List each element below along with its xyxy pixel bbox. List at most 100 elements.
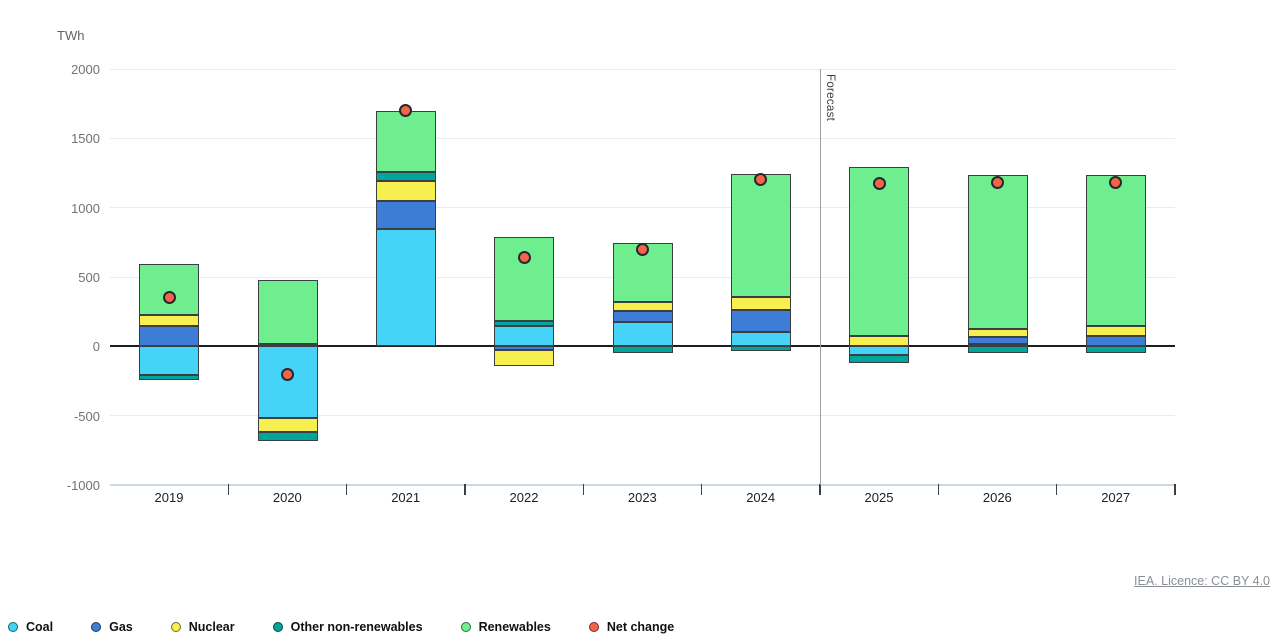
net-change-dot[interactable] bbox=[754, 172, 768, 186]
bar-segment-coal[interactable] bbox=[849, 346, 910, 355]
bar-segment-other-non-renewables[interactable] bbox=[1085, 346, 1146, 354]
bar-segment-other-non-renewables[interactable] bbox=[375, 171, 436, 182]
bar-segment-other-non-renewables[interactable] bbox=[612, 346, 673, 353]
bar-segment-coal[interactable] bbox=[967, 343, 1028, 347]
bar-segment-other-non-renewables[interactable] bbox=[967, 346, 1028, 354]
bar-segment-nuclear[interactable] bbox=[612, 301, 673, 311]
net-change-dot[interactable] bbox=[399, 104, 413, 118]
bar-segment-renewables[interactable] bbox=[139, 263, 200, 316]
y-axis-tick-label: 1000 bbox=[71, 200, 100, 216]
y-axis-tick-label: -500 bbox=[73, 408, 100, 424]
x-axis-year-label: 2024 bbox=[746, 490, 776, 505]
legend-item-other-non-renewables[interactable]: Other non-renewables bbox=[272, 620, 423, 634]
x-axis-tick bbox=[700, 484, 703, 495]
net-change-dot[interactable] bbox=[991, 175, 1004, 189]
x-axis-tick bbox=[227, 484, 230, 495]
bar-segment-gas[interactable] bbox=[612, 310, 673, 323]
y-axis-tick-label: -1000 bbox=[66, 478, 100, 493]
bar-segment-other-non-renewables[interactable] bbox=[139, 375, 200, 380]
x-axis-tick bbox=[1055, 484, 1058, 495]
y-axis-tick-label: 1500 bbox=[71, 131, 100, 147]
legend-item-gas[interactable]: Gas bbox=[91, 620, 133, 634]
bar-segment-nuclear[interactable] bbox=[1085, 326, 1146, 336]
y-axis-tick-label: 0 bbox=[92, 339, 100, 355]
bar-segment-gas[interactable] bbox=[139, 325, 200, 347]
x-axis-tick bbox=[1174, 484, 1176, 495]
x-axis-year-label: 2025 bbox=[864, 490, 894, 505]
legend-item-label: Renewables bbox=[478, 620, 551, 634]
legend-swatch-icon bbox=[588, 622, 599, 632]
x-axis-tick bbox=[464, 484, 466, 495]
net-change-dot[interactable] bbox=[162, 290, 176, 304]
x-axis-year-label: 2019 bbox=[154, 490, 184, 505]
bar-segment-renewables[interactable] bbox=[967, 175, 1028, 329]
bar-segment-gas[interactable] bbox=[257, 343, 318, 347]
bar-segment-renewables[interactable] bbox=[375, 110, 436, 172]
bar-segment-renewables[interactable] bbox=[1085, 175, 1146, 327]
x-axis-tick bbox=[937, 484, 940, 495]
bar-segment-gas[interactable] bbox=[494, 346, 555, 351]
bar-segment-coal[interactable] bbox=[375, 229, 436, 347]
legend-swatch-icon bbox=[460, 622, 471, 632]
bar-segment-other-non-renewables[interactable] bbox=[257, 432, 318, 441]
legend-item-coal[interactable]: Coal bbox=[8, 620, 53, 634]
bar-segment-coal[interactable] bbox=[730, 332, 791, 347]
bar-segment-other-non-renewables[interactable] bbox=[494, 320, 555, 326]
bar-segment-coal[interactable] bbox=[612, 322, 673, 347]
x-axis-tick bbox=[582, 484, 585, 495]
net-change-dot[interactable] bbox=[636, 242, 649, 256]
legend-swatch-icon bbox=[8, 622, 18, 632]
bar-segment-renewables[interactable] bbox=[730, 174, 791, 298]
y-axis-tick-label: 2000 bbox=[71, 62, 100, 77]
bar-segment-other-non-renewables[interactable] bbox=[849, 354, 910, 363]
legend-swatch-icon bbox=[272, 622, 283, 632]
chart-legend: Coal Gas Nuclear Other non-renewables Renewa… bbox=[8, 620, 674, 634]
bar-segment-nuclear[interactable] bbox=[139, 315, 200, 326]
bar-segment-renewables[interactable] bbox=[257, 280, 318, 344]
y-axis-unit-label: TWh bbox=[57, 28, 85, 43]
bar-segment-nuclear[interactable] bbox=[849, 335, 910, 347]
net-change-dot[interactable] bbox=[872, 176, 886, 190]
legend-item-label: Net change bbox=[606, 620, 675, 634]
bar-segment-coal[interactable] bbox=[494, 325, 555, 347]
x-axis-tick bbox=[819, 484, 821, 495]
bar-segment-coal[interactable] bbox=[257, 346, 318, 418]
legend-item-renewables[interactable]: Renewables bbox=[460, 620, 551, 634]
legend-swatch-icon bbox=[91, 622, 102, 632]
legend-item-label: Nuclear bbox=[188, 620, 235, 634]
bar-segment-renewables[interactable] bbox=[849, 166, 910, 336]
legend-item-label: Coal bbox=[26, 620, 54, 634]
net-change-dot[interactable] bbox=[281, 368, 294, 382]
bar-segment-other-non-renewables[interactable] bbox=[730, 346, 791, 352]
forecast-label: Forecast bbox=[824, 74, 836, 122]
bar-segment-gas[interactable] bbox=[375, 201, 436, 230]
x-axis-year-label: 2022 bbox=[509, 490, 539, 505]
legend-item-label: Other non-renewables bbox=[290, 620, 423, 634]
gridline bbox=[110, 68, 1175, 70]
gridline bbox=[110, 207, 1175, 209]
bar-segment-gas[interactable] bbox=[730, 309, 791, 333]
plot-area: 2000 1500 1000 500 0 -500 -1000 2019 2020 2021 202… bbox=[67, 62, 1176, 505]
net-change-dot[interactable] bbox=[517, 251, 531, 265]
legend-item-net-change[interactable]: Net change bbox=[588, 620, 675, 634]
x-axis-year-label: 2021 bbox=[391, 490, 421, 505]
x-axis-year-label: 2027 bbox=[1101, 490, 1131, 505]
bar-segment-coal[interactable] bbox=[139, 346, 200, 376]
bar-segment-nuclear[interactable] bbox=[967, 329, 1028, 337]
x-axis-year-label: 2026 bbox=[982, 490, 1012, 505]
x-axis-tick bbox=[345, 484, 348, 495]
forecast-divider-line bbox=[820, 69, 821, 485]
bar-segment-gas[interactable] bbox=[967, 336, 1028, 344]
bar-segment-nuclear[interactable] bbox=[730, 297, 791, 310]
bar-segment-nuclear[interactable] bbox=[257, 417, 318, 433]
legend-item-nuclear[interactable]: Nuclear bbox=[170, 620, 235, 634]
net-change-dot[interactable] bbox=[1109, 175, 1123, 189]
bar-segment-gas[interactable] bbox=[1085, 335, 1146, 347]
bar-segment-nuclear[interactable] bbox=[494, 350, 555, 367]
gridline bbox=[110, 137, 1175, 139]
bar-segment-nuclear[interactable] bbox=[375, 181, 436, 202]
iea-licence-link[interactable]: IEA. Licence: CC BY 4.0 bbox=[1134, 574, 1270, 588]
bar-segment-renewables[interactable] bbox=[494, 237, 555, 321]
legend-swatch-icon bbox=[170, 622, 181, 632]
